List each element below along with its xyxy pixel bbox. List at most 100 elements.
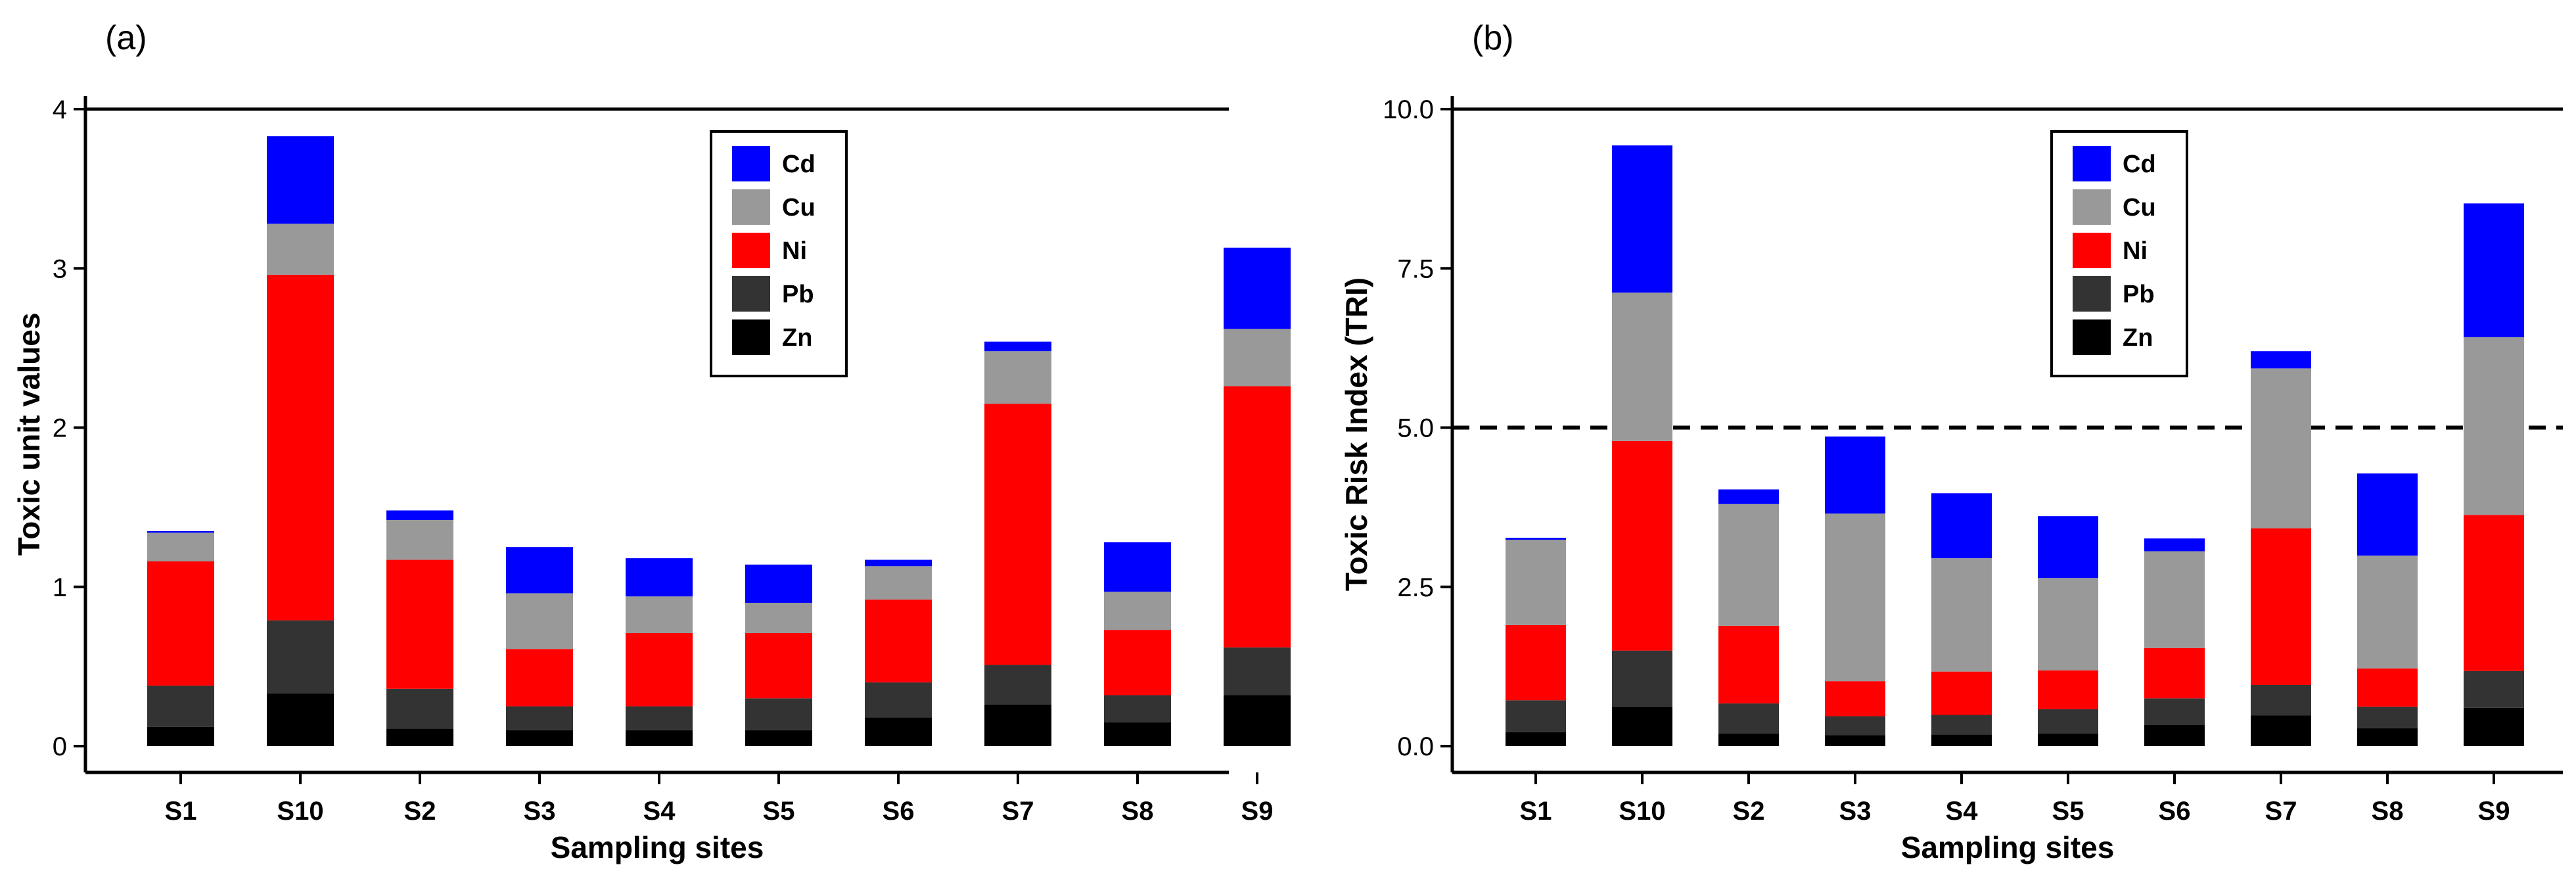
bar-segment-cd-s7 — [2251, 351, 2311, 369]
bar-segment-cu-s1 — [147, 532, 214, 561]
bar-segment-pb-s8 — [1104, 695, 1171, 722]
bar-segment-ni-s6 — [865, 600, 932, 683]
bar-segment-zn-s1 — [1506, 732, 1566, 746]
bar-segment-cu-s4 — [1931, 558, 1992, 672]
bar-segment-zn-s4 — [626, 730, 693, 746]
bar-segment-zn-s3 — [506, 730, 573, 746]
bar-segment-cd-s1 — [147, 531, 214, 533]
x-tick-label: S3 — [524, 797, 556, 826]
bar-segment-zn-s9 — [2464, 707, 2524, 746]
legend: Cd Cu Ni Pb Zn — [2050, 130, 2188, 377]
legend-swatch-cd — [732, 146, 770, 181]
bar-segment-cd-s8 — [1104, 542, 1171, 592]
bar-segment-cd-s4 — [1931, 493, 1992, 559]
bar-segment-pb-s4 — [1931, 715, 1992, 735]
chart-panel-a: (a) S1 S10 S2 S3 S4 S5 S6 S7 S8 S9 0 1 2 3 4 Sampling si… — [12, 19, 1291, 864]
bar-segment-zn-s3 — [1825, 735, 1885, 746]
legend-label-zn: Zn — [782, 324, 812, 352]
bar-segment-pb-s10 — [1612, 650, 1672, 707]
bar-segment-cu-s7 — [2251, 368, 2311, 529]
bar-segment-pb-s7 — [2251, 684, 2311, 716]
bar-segment-pb-s4 — [626, 706, 693, 730]
bar-segment-ni-s10 — [1612, 440, 1672, 651]
bar-segment-pb-s7 — [984, 665, 1051, 705]
bar-segment-ni-s8 — [2357, 668, 2418, 707]
bar-segment-zn-s8 — [2357, 728, 2418, 746]
x-tick-label: S8 — [2372, 797, 2404, 826]
y-tick-label: 4 — [53, 95, 67, 124]
legend-swatch-zn — [732, 319, 770, 355]
bar-segment-pb-s6 — [2144, 698, 2205, 726]
y-tick-label: 1 — [53, 573, 67, 602]
bar-segment-ni-s2 — [386, 559, 453, 689]
legend-label-cd: Cd — [782, 151, 816, 178]
bar-segment-cd-s2 — [1718, 489, 1779, 504]
bar-segment-ni-s3 — [1825, 681, 1885, 717]
bar-segment-pb-s2 — [1718, 703, 1779, 734]
legend-label-ni: Ni — [782, 237, 807, 265]
x-tick-label: S7 — [1002, 797, 1034, 826]
bar-segment-cd-s5 — [745, 564, 812, 603]
legend-box — [2050, 130, 2188, 377]
panel-label: (a) — [105, 19, 147, 57]
x-tick-label: S10 — [1619, 797, 1665, 826]
bar-segment-cu-s1 — [1506, 540, 1566, 625]
bar-segment-pb-s1 — [147, 685, 214, 727]
bar-segment-pb-s1 — [1506, 700, 1566, 732]
bar-segment-ni-s10 — [267, 274, 334, 621]
x-axis-title: Sampling sites — [551, 830, 764, 864]
bar-segment-cu-s10 — [1612, 293, 1672, 441]
bar-segment-ni-s1 — [1506, 625, 1566, 701]
bar-segment-zn-s6 — [2144, 725, 2205, 746]
bar-segment-cd-s7 — [984, 341, 1051, 352]
bar-segment-cd-s3 — [1825, 436, 1885, 514]
x-tick-label: S5 — [763, 797, 795, 826]
bar-segment-cd-s9 — [2464, 203, 2524, 337]
bar-segment-ni-s5 — [2038, 670, 2098, 709]
bar-segment-ni-s9 — [2464, 515, 2524, 671]
legend-box — [710, 130, 848, 377]
panel-label: (b) — [1472, 19, 1514, 57]
x-tick-label: S5 — [2052, 797, 2084, 826]
bar-segment-zn-s2 — [386, 728, 453, 746]
y-axis-title: Toxic Risk Index (TRI) — [1339, 277, 1373, 591]
bar-segment-cu-s6 — [865, 566, 932, 600]
x-tick-label: S6 — [883, 797, 915, 826]
bar-segment-pb-s6 — [865, 682, 932, 718]
legend-swatch-cd — [2073, 146, 2111, 181]
x-tick-label: S7 — [2265, 797, 2297, 826]
legend-label-ni: Ni — [2123, 237, 2148, 265]
x-tick-label: S6 — [2159, 797, 2191, 826]
bar-segment-zn-s4 — [1931, 734, 1992, 746]
legend-swatch-zn — [2073, 319, 2111, 355]
bar-segment-zn-s6 — [865, 717, 932, 746]
bar-segment-cu-s8 — [2357, 555, 2418, 669]
x-tick-label: S2 — [1733, 797, 1765, 826]
legend-swatch-pb — [2073, 276, 2111, 312]
bar-segment-cu-s4 — [626, 596, 693, 634]
legend-label-pb: Pb — [2123, 281, 2155, 308]
bar-segment-cu-s10 — [267, 224, 334, 275]
bar-segment-pb-s2 — [386, 688, 453, 729]
x-tick-label: S1 — [1520, 797, 1552, 826]
bar-segment-cu-s3 — [506, 593, 573, 649]
x-tick-label: S4 — [1946, 797, 1979, 826]
legend-label-cu: Cu — [782, 194, 816, 222]
bar-segment-pb-s9 — [1224, 647, 1291, 696]
y-tick-label: 5.0 — [1397, 414, 1434, 443]
bar-segment-ni-s4 — [1931, 671, 1992, 715]
x-tick-label: S10 — [277, 797, 323, 826]
bar-segment-cd-s2 — [386, 510, 453, 521]
y-axis-title: Toxic unit values — [12, 313, 46, 556]
bar-segment-pb-s5 — [2038, 709, 2098, 734]
bar-segment-zn-s10 — [1612, 706, 1672, 746]
legend: Cd Cu Ni Pb Zn — [710, 130, 848, 377]
bar-segment-cd-s10 — [267, 136, 334, 224]
legend-swatch-ni — [2073, 233, 2111, 268]
chart-panel-b: (b) S1 S10 S2 S3 S4 S5 S6 S7 S8 S9 0.0 2.5 5.0 7.5 10.0… — [1339, 19, 2563, 864]
legend-label-pb: Pb — [782, 281, 814, 308]
bar-segment-cu-s3 — [1825, 513, 1885, 682]
y-tick-label: 2.5 — [1397, 573, 1434, 602]
y-tick-label: 0 — [53, 732, 67, 761]
